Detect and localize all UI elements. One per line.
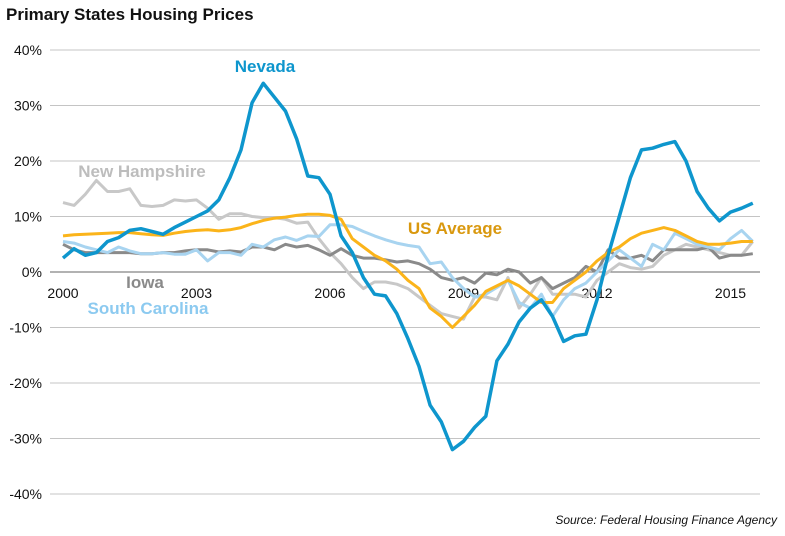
y-tick-label: -30%	[9, 431, 42, 447]
y-tick-label: 40%	[14, 42, 42, 58]
series-line-new-hampshire	[62, 178, 754, 321]
y-tick-label: 10%	[14, 209, 42, 225]
y-tick-label: 30%	[14, 98, 42, 114]
series-line-south-carolina	[62, 223, 754, 318]
y-tick-label: -10%	[9, 320, 42, 336]
y-tick-label: 20%	[14, 153, 42, 169]
x-tick-label: 2009	[448, 285, 479, 301]
series-label: Nevada	[235, 57, 296, 76]
series-line-iowa	[62, 242, 754, 291]
series-line-us-average	[62, 212, 753, 329]
series-label: South Carolina	[88, 299, 209, 318]
series-label: New Hampshire	[78, 162, 206, 181]
x-tick-label: 2003	[181, 285, 212, 301]
x-tick-label: 2015	[715, 285, 746, 301]
series-label: Iowa	[126, 273, 164, 292]
source-note: Source: Federal Housing Finance Agency	[555, 513, 777, 527]
chart-title: Primary States Housing Prices	[6, 5, 254, 24]
x-tick-label: 2000	[47, 285, 78, 301]
series-label: US Average	[408, 219, 502, 238]
y-tick-label: 0%	[22, 264, 42, 280]
series-line-nevada	[61, 81, 754, 452]
y-tick-label: -40%	[9, 486, 42, 502]
y-tick-label: -20%	[9, 375, 42, 391]
x-tick-label: 2006	[314, 285, 345, 301]
